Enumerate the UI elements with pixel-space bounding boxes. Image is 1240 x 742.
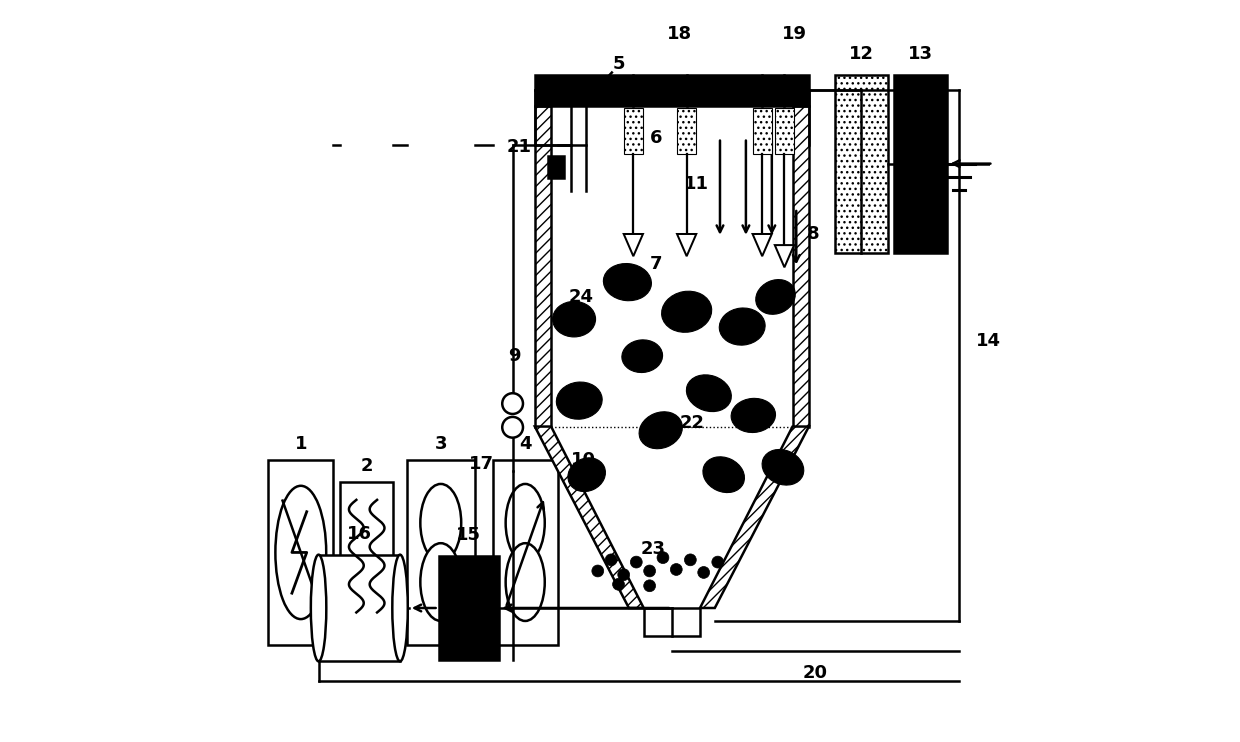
Bar [894, 75, 947, 252]
Bar [268, 460, 334, 645]
Bar [492, 460, 558, 645]
Circle shape [698, 567, 709, 578]
Text: 6: 6 [650, 128, 662, 147]
Text: 5: 5 [613, 55, 625, 73]
Text: 2: 2 [361, 457, 373, 475]
Text: 19: 19 [782, 25, 807, 43]
Text: 16: 16 [347, 525, 372, 543]
Bar [340, 482, 393, 630]
Circle shape [684, 554, 697, 566]
Text: 8: 8 [807, 225, 820, 243]
Ellipse shape [732, 398, 775, 433]
Bar [319, 555, 401, 661]
Ellipse shape [420, 543, 461, 621]
Circle shape [618, 569, 630, 580]
Bar [548, 157, 564, 178]
Ellipse shape [687, 375, 730, 412]
Text: 15: 15 [456, 526, 481, 545]
Text: 20: 20 [804, 664, 828, 682]
Bar [407, 460, 475, 645]
Ellipse shape [311, 555, 326, 661]
Text: 9: 9 [508, 347, 521, 365]
Text: 4: 4 [520, 435, 532, 453]
Bar [835, 75, 888, 252]
Bar [644, 608, 701, 636]
Bar [439, 556, 500, 660]
Ellipse shape [506, 484, 544, 562]
Circle shape [502, 417, 523, 438]
Bar [677, 108, 697, 154]
Ellipse shape [639, 412, 682, 448]
Circle shape [591, 565, 604, 577]
Circle shape [712, 556, 724, 568]
Text: 18: 18 [667, 25, 692, 43]
Circle shape [657, 552, 668, 564]
Circle shape [502, 393, 523, 414]
Ellipse shape [275, 486, 326, 619]
Text: 22: 22 [680, 414, 706, 432]
Polygon shape [753, 234, 771, 256]
Circle shape [630, 556, 642, 568]
Ellipse shape [568, 459, 606, 491]
Bar [534, 106, 551, 427]
Bar [775, 108, 794, 154]
Text: 12: 12 [849, 45, 874, 63]
Bar [534, 75, 808, 106]
Ellipse shape [420, 484, 461, 562]
Circle shape [644, 565, 656, 577]
Ellipse shape [622, 340, 662, 372]
Ellipse shape [662, 291, 712, 332]
Ellipse shape [719, 307, 765, 346]
Ellipse shape [755, 280, 796, 314]
Circle shape [644, 580, 656, 591]
Bar [753, 108, 771, 154]
Text: 1: 1 [295, 435, 308, 453]
Circle shape [605, 554, 618, 566]
Ellipse shape [553, 301, 595, 338]
Ellipse shape [392, 555, 408, 661]
Polygon shape [624, 234, 644, 256]
Bar [792, 106, 808, 427]
Ellipse shape [557, 381, 601, 420]
Polygon shape [677, 234, 697, 256]
Ellipse shape [703, 457, 745, 493]
Text: 10: 10 [570, 451, 595, 469]
Polygon shape [775, 245, 794, 267]
Text: 13: 13 [908, 45, 934, 63]
Text: 17: 17 [469, 455, 494, 473]
Polygon shape [534, 427, 644, 608]
Ellipse shape [761, 450, 805, 485]
Text: 21: 21 [506, 138, 531, 157]
Circle shape [671, 564, 682, 575]
Circle shape [613, 578, 625, 590]
Text: 7: 7 [650, 255, 662, 272]
Text: 14: 14 [976, 332, 1001, 350]
Bar [624, 108, 644, 154]
Text: 3: 3 [434, 435, 448, 453]
Text: 11: 11 [684, 175, 709, 194]
Ellipse shape [506, 543, 544, 621]
Ellipse shape [604, 263, 651, 301]
Polygon shape [701, 427, 808, 608]
Text: 24: 24 [568, 288, 593, 306]
Text: 23: 23 [641, 539, 666, 558]
